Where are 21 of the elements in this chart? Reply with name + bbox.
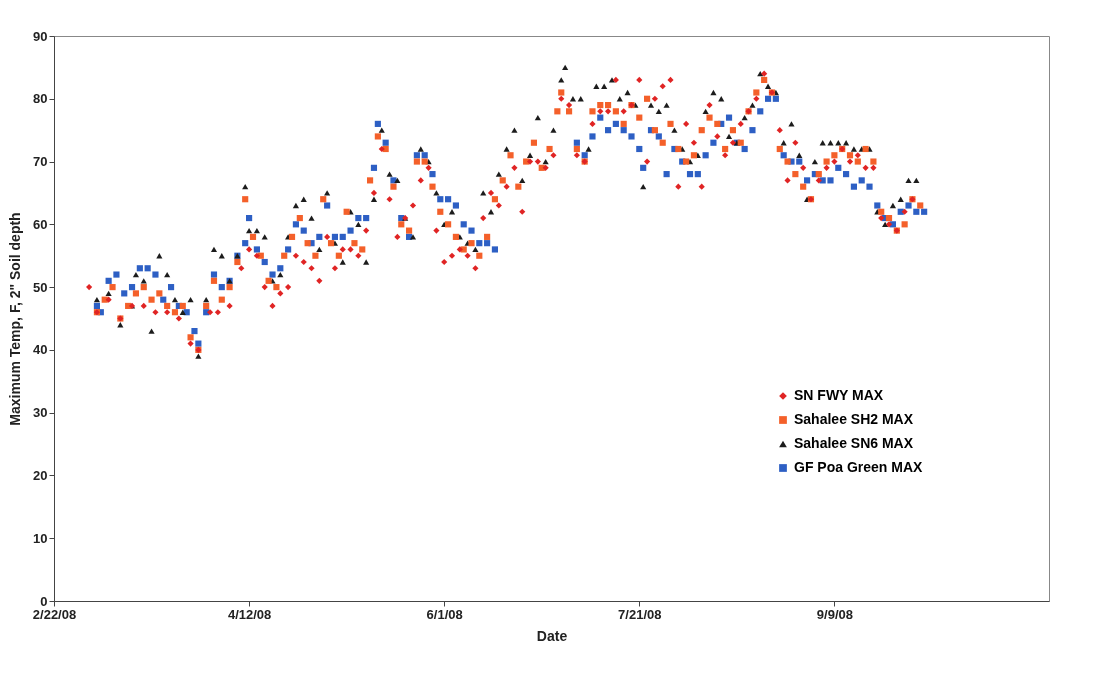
y-tick-label: 0 [40, 593, 48, 609]
x-tick-label: 2/22/08 [32, 606, 77, 622]
x-tick-label: 4/12/08 [227, 606, 272, 622]
y-tick-label: 40 [33, 342, 48, 358]
x-tick-label: 6/1/08 [426, 606, 463, 622]
y-tick-label: 30 [33, 405, 48, 421]
y-tick-label: 50 [33, 279, 48, 295]
legend-label: Sahalee SN6 MAX [794, 435, 914, 451]
y-tick-label: 90 [33, 28, 48, 44]
x-axis-title: Date [536, 627, 568, 644]
y-tick-label: 60 [33, 216, 48, 232]
y-tick-label: 70 [33, 154, 48, 170]
y-tick-label: 10 [33, 530, 48, 546]
y-axis-title: Maximum Temp, F, 2" Soil depth [7, 212, 24, 426]
x-tick-label: 7/21/08 [618, 606, 662, 622]
x-tick-label: 9/9/08 [816, 606, 853, 622]
y-tick-label: 80 [33, 91, 48, 107]
legend-label: GF Poa Green MAX [794, 459, 924, 475]
legend-label: SN FWY MAX [794, 387, 884, 403]
legend-label: Sahalee SH2 MAX [794, 411, 914, 427]
y-tick-label: 20 [33, 467, 48, 483]
